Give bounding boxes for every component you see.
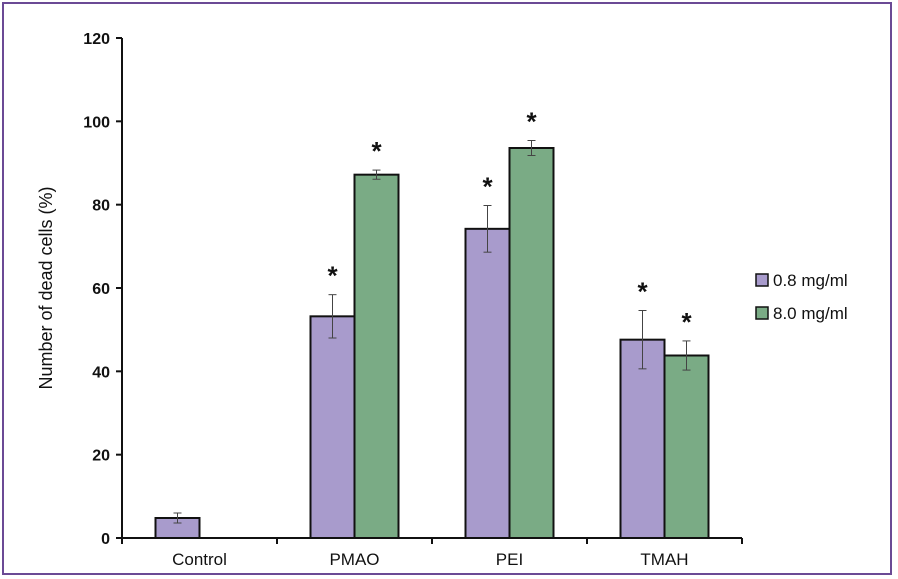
bar xyxy=(355,175,399,538)
legend-swatch xyxy=(756,307,768,319)
significance-marker: * xyxy=(681,307,692,337)
y-tick-label: 80 xyxy=(92,198,110,215)
bars xyxy=(156,141,709,539)
y-tick-label: 20 xyxy=(92,448,110,465)
bar xyxy=(311,316,355,538)
legend-label: 8.0 mg/ml xyxy=(773,304,848,323)
y-tick-label: 120 xyxy=(83,31,110,48)
bar xyxy=(466,229,510,538)
y-tick-label: 100 xyxy=(83,114,110,131)
significance-marker: * xyxy=(637,277,648,307)
bar xyxy=(621,340,665,538)
significance-marker: * xyxy=(482,172,493,202)
legend-label: 0.8 mg/ml xyxy=(773,271,848,290)
x-tick-label: TMAH xyxy=(640,550,688,569)
y-axis-title: Number of dead cells (%) xyxy=(36,186,56,389)
legend: 0.8 mg/ml 8.0 mg/ml xyxy=(756,271,848,323)
x-tick-label: PEI xyxy=(496,550,523,569)
x-tick-label: PMAO xyxy=(329,550,379,569)
legend-swatch xyxy=(756,274,768,286)
x-tick-label: Control xyxy=(172,550,227,569)
bar xyxy=(510,148,554,538)
bar xyxy=(665,356,709,539)
y-tick-label: 40 xyxy=(92,364,110,381)
significance-marker: * xyxy=(327,261,338,291)
y-tick-label: 0 xyxy=(101,531,110,548)
significance-marker: * xyxy=(371,136,382,166)
y-tick-label: 60 xyxy=(92,281,110,298)
significance-marker: * xyxy=(526,107,537,137)
bar-chart: 0 20 40 60 80 100 120 Number of dead cells (%) C… xyxy=(4,4,894,577)
